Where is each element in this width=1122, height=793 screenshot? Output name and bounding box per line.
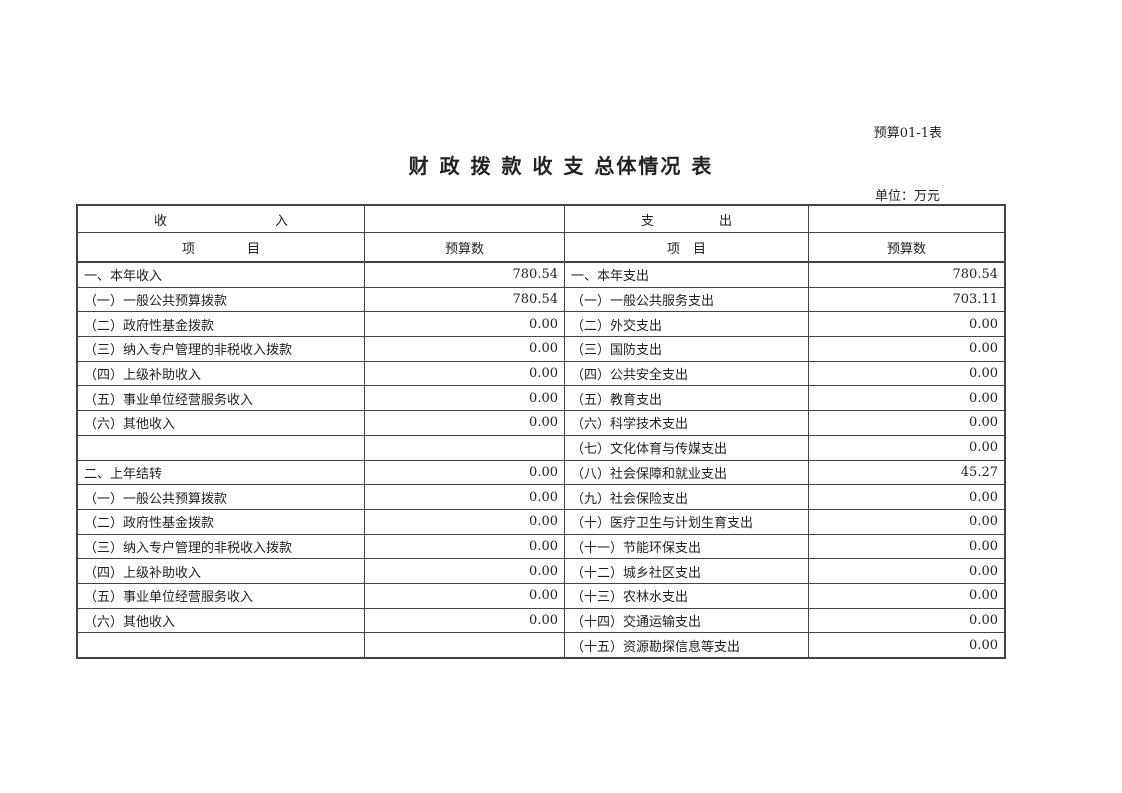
table-row: （一）一般公共预算拨款 0.00 （九）社会保险支出 0.00 <box>76 484 1006 510</box>
income-value-cell: 0.00 <box>364 410 565 436</box>
income-value-cell: 0.00 <box>364 533 565 560</box>
expense-value-cell: 0.00 <box>808 336 1006 362</box>
header-row-columns: 项 目 预算数 项 目 预算数 <box>76 232 1006 263</box>
expense-value-cell: 780.54 <box>808 261 1006 288</box>
expense-value-cell: 0.00 <box>808 484 1006 510</box>
form-number: 预算01-1表 <box>873 126 942 141</box>
expense-item-cell: （十一）节能环保支出 <box>564 533 809 560</box>
income-value-cell: 0.00 <box>364 484 565 510</box>
expense-item-cell: （十）医疗卫生与计划生育支出 <box>564 508 809 535</box>
expense-value-cell: 0.00 <box>808 508 1006 535</box>
expense-value-cell: 0.00 <box>808 582 1006 609</box>
expense-label-right: 出 <box>718 213 732 229</box>
income-value-cell: 0.00 <box>364 311 565 338</box>
income-value-cell: 0.00 <box>364 385 565 412</box>
expense-item-cell: （二）外交支出 <box>564 311 809 338</box>
expense-value-cell: 0.00 <box>808 311 1006 338</box>
table-row: （一）一般公共预算拨款 780.54 （一）一般公共服务支出 703.11 <box>76 286 1006 313</box>
expense-value-cell: 45.27 <box>808 459 1006 486</box>
empty-header-cell <box>364 204 565 233</box>
unit-label: 单位：万元 <box>874 189 940 204</box>
expense-value-cell: 0.00 <box>808 607 1006 634</box>
income-item-cell: （一）一般公共预算拨款 <box>76 484 365 510</box>
income-item-cell: （四）上级补助收入 <box>76 558 365 584</box>
expense-item-header: 项 目 <box>564 232 809 263</box>
budget-table: 收入 支出 项 目 预算数 项 目 预算数 一、本年收入 780.54 一、本年支出… <box>76 204 1006 659</box>
table-row: （五）事业单位经营服务收入 0.00 （五）教育支出 0.00 <box>76 385 1006 412</box>
expense-item-cell: （九）社会保险支出 <box>564 484 809 510</box>
expense-item-cell: （八）社会保障和就业支出 <box>564 459 809 486</box>
expense-label-left: 支 <box>641 213 655 229</box>
expense-group-header: 支出 <box>564 204 809 233</box>
table-row: （六）其他收入 0.00 （六）科学技术支出 0.00 <box>76 410 1006 436</box>
expense-value-cell: 703.11 <box>808 286 1006 313</box>
table-row: （三）纳入专户管理的非税收入拨款 0.00 （十一）节能环保支出 0.00 <box>76 533 1006 560</box>
page-title: 财 政 拨 款 收 支 总体情况 表 <box>408 154 714 178</box>
expense-item-cell: （十五）资源勘探信息等支出 <box>564 632 809 659</box>
income-value-cell <box>364 434 565 461</box>
expense-value-cell: 0.00 <box>808 434 1006 461</box>
income-item-cell: （五）事业单位经营服务收入 <box>76 582 365 609</box>
expense-value-cell: 0.00 <box>808 558 1006 584</box>
expense-value-cell: 0.00 <box>808 410 1006 436</box>
income-value-cell: 780.54 <box>364 286 565 313</box>
income-value-cell: 0.00 <box>364 336 565 362</box>
table-row: （七）文化体育与传媒支出 0.00 <box>76 434 1006 461</box>
income-item-cell <box>76 632 365 659</box>
table-row: （十五）资源勘探信息等支出 0.00 <box>76 632 1006 659</box>
income-value-cell: 0.00 <box>364 360 565 387</box>
table-row: （五）事业单位经营服务收入 0.00 （十三）农林水支出 0.00 <box>76 582 1006 609</box>
income-value-cell: 780.54 <box>364 261 565 288</box>
income-value-cell <box>364 632 565 659</box>
table-row: （二）政府性基金拨款 0.00 （二）外交支出 0.00 <box>76 311 1006 338</box>
income-value-cell: 0.00 <box>364 508 565 535</box>
income-label-right: 入 <box>274 213 288 229</box>
expense-item-cell: （十三）农林水支出 <box>564 582 809 609</box>
income-item-cell: （一）一般公共预算拨款 <box>76 286 365 313</box>
expense-item-cell: （一）一般公共服务支出 <box>564 286 809 313</box>
income-label-left: 收 <box>154 213 168 229</box>
table-row: （三）纳入专户管理的非税收入拨款 0.00 （三）国防支出 0.00 <box>76 336 1006 362</box>
expense-item-cell: （三）国防支出 <box>564 336 809 362</box>
table-row: （四）上级补助收入 0.00 （四）公共安全支出 0.00 <box>76 360 1006 387</box>
expense-item-cell: （十二）城乡社区支出 <box>564 558 809 584</box>
income-value-cell: 0.00 <box>364 607 565 634</box>
income-item-cell <box>76 434 365 461</box>
expense-item-cell: 一、本年支出 <box>564 261 809 288</box>
table-row: 二、上年结转 0.00 （八）社会保障和就业支出 45.27 <box>76 459 1006 486</box>
expense-item-cell: （十四）交通运输支出 <box>564 607 809 634</box>
table-row: （二）政府性基金拨款 0.00 （十）医疗卫生与计划生育支出 0.00 <box>76 508 1006 535</box>
income-item-cell: （五）事业单位经营服务收入 <box>76 385 365 412</box>
expense-value-cell: 0.00 <box>808 533 1006 560</box>
table-row: 一、本年收入 780.54 一、本年支出 780.54 <box>76 261 1006 288</box>
header-row-group: 收入 支出 <box>76 204 1006 233</box>
expense-value-cell: 0.00 <box>808 385 1006 412</box>
expense-value-cell: 0.00 <box>808 632 1006 659</box>
income-value-cell: 0.00 <box>364 582 565 609</box>
income-item-cell: （四）上级补助收入 <box>76 360 365 387</box>
income-item-header: 项 目 <box>76 232 365 263</box>
income-value-cell: 0.00 <box>364 558 565 584</box>
expense-item-cell: （六）科学技术支出 <box>564 410 809 436</box>
income-item-cell: （二）政府性基金拨款 <box>76 508 365 535</box>
income-item-cell: （二）政府性基金拨款 <box>76 311 365 338</box>
income-item-cell: 二、上年结转 <box>76 459 365 486</box>
income-group-header: 收入 <box>76 204 365 233</box>
expense-value-cell: 0.00 <box>808 360 1006 387</box>
income-item-cell: （三）纳入专户管理的非税收入拨款 <box>76 336 365 362</box>
table-row: （六）其他收入 0.00 （十四）交通运输支出 0.00 <box>76 607 1006 634</box>
expense-item-cell: （四）公共安全支出 <box>564 360 809 387</box>
empty-header-cell <box>808 204 1006 233</box>
table-row: （四）上级补助收入 0.00 （十二）城乡社区支出 0.00 <box>76 558 1006 584</box>
income-item-cell: （三）纳入专户管理的非税收入拨款 <box>76 533 365 560</box>
income-budget-header: 预算数 <box>364 232 565 263</box>
income-item-cell: （六）其他收入 <box>76 410 365 436</box>
income-value-cell: 0.00 <box>364 459 565 486</box>
expense-item-cell: （七）文化体育与传媒支出 <box>564 434 809 461</box>
expense-item-cell: （五）教育支出 <box>564 385 809 412</box>
income-item-cell: 一、本年收入 <box>76 261 365 288</box>
income-item-cell: （六）其他收入 <box>76 607 365 634</box>
expense-budget-header: 预算数 <box>808 232 1006 263</box>
